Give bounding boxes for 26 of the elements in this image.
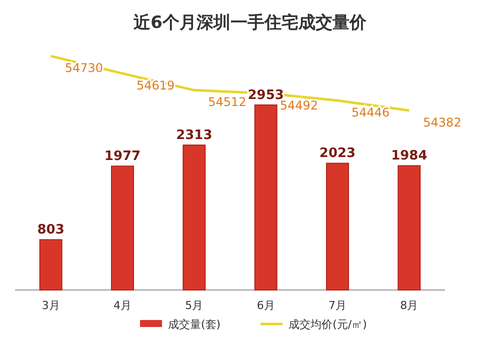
data-label: 803 — [37, 222, 64, 238]
data-label: 2313 — [176, 128, 212, 144]
x-tick-label: 5月 — [185, 299, 204, 312]
data-label: 1977 — [104, 149, 141, 164]
data-label: 54619 — [136, 78, 175, 92]
data-label: 1984 — [391, 148, 428, 164]
bar — [254, 104, 278, 290]
data-label: 54492 — [280, 98, 318, 112]
bar — [111, 166, 134, 290]
x-tick-label: 6月 — [256, 299, 275, 312]
x-tick-label: 8月 — [400, 299, 418, 312]
data-label: 54730 — [64, 61, 104, 76]
x-tick-label: 3月 — [42, 299, 60, 312]
bar — [398, 165, 421, 290]
x-tick-label: 7月 — [328, 299, 346, 312]
data-label: 54382 — [423, 115, 462, 130]
bar — [39, 239, 62, 290]
bar — [182, 144, 206, 290]
bar — [326, 162, 349, 290]
data-label: 54512 — [208, 95, 246, 110]
data-label: 54446 — [352, 105, 390, 120]
x-tick-label: 4月 — [114, 299, 132, 312]
data-label: 2023 — [319, 146, 356, 162]
legend-label: 成交均价(元/㎡) — [288, 318, 367, 331]
legend-label: 成交量(套) — [168, 318, 221, 331]
chart-title: 近6个月深圳一手住宅成交量价 — [132, 13, 368, 33]
